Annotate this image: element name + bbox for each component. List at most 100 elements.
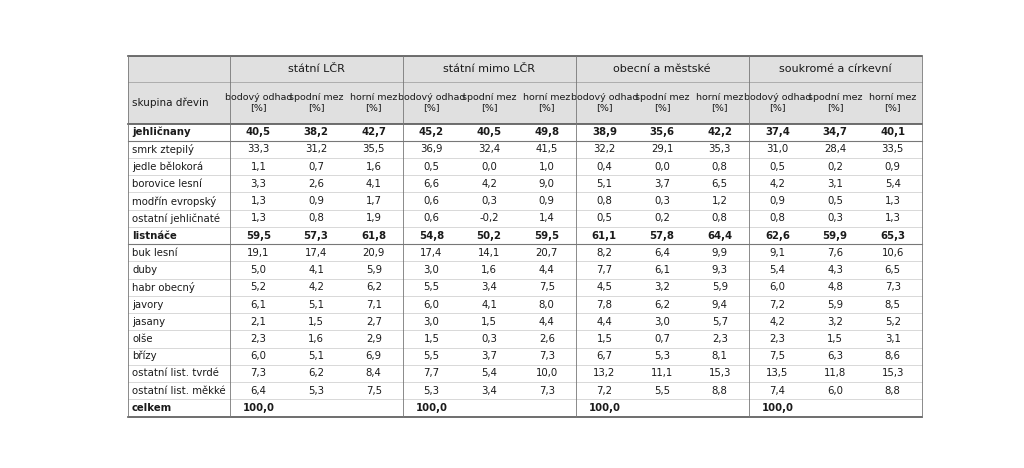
Bar: [460, 124, 518, 141]
Bar: [749, 365, 806, 382]
Text: 5,5: 5,5: [423, 351, 439, 361]
Bar: [345, 313, 402, 330]
Text: 0,0: 0,0: [481, 161, 497, 172]
Text: 1,5: 1,5: [423, 334, 439, 344]
Text: 8,0: 8,0: [539, 300, 555, 309]
Bar: [575, 296, 633, 313]
Text: 6,1: 6,1: [251, 300, 266, 309]
Bar: [864, 330, 922, 348]
Bar: [749, 262, 806, 278]
Bar: [229, 382, 288, 399]
Text: bodový odhad
[%]: bodový odhad [%]: [224, 93, 292, 112]
Text: 100,0: 100,0: [589, 403, 621, 413]
Text: horní mez
[%]: horní mez [%]: [869, 93, 916, 112]
Text: břízy: břízy: [132, 351, 157, 361]
Bar: [806, 210, 864, 227]
Text: 40,5: 40,5: [476, 127, 502, 137]
Text: 5,3: 5,3: [308, 386, 324, 395]
Bar: [128, 262, 229, 278]
Text: 4,1: 4,1: [308, 265, 324, 275]
Bar: [288, 365, 345, 382]
Bar: [864, 192, 922, 210]
Bar: [633, 296, 691, 313]
Bar: [864, 278, 922, 296]
Text: 35,5: 35,5: [362, 145, 385, 154]
Text: 0,0: 0,0: [654, 161, 670, 172]
Bar: [345, 175, 402, 192]
Text: 35,6: 35,6: [649, 127, 675, 137]
Bar: [460, 382, 518, 399]
Bar: [229, 313, 288, 330]
Text: 2,3: 2,3: [712, 334, 728, 344]
Text: 5,1: 5,1: [596, 179, 612, 189]
Text: 5,1: 5,1: [308, 351, 324, 361]
Bar: [345, 399, 402, 417]
Bar: [518, 313, 575, 330]
Text: 7,5: 7,5: [366, 386, 382, 395]
Text: 40,5: 40,5: [246, 127, 271, 137]
Bar: [402, 244, 460, 262]
Bar: [749, 296, 806, 313]
Text: 49,8: 49,8: [535, 127, 559, 137]
Text: 2,3: 2,3: [769, 334, 785, 344]
Text: 10,6: 10,6: [882, 248, 904, 258]
Bar: [402, 175, 460, 192]
Bar: [633, 227, 691, 244]
Bar: [518, 82, 575, 124]
Bar: [864, 262, 922, 278]
Bar: [460, 348, 518, 365]
Bar: [749, 330, 806, 348]
Text: 5,5: 5,5: [423, 282, 439, 292]
Text: 0,3: 0,3: [654, 196, 670, 206]
Bar: [460, 210, 518, 227]
Text: 6,5: 6,5: [885, 265, 901, 275]
Bar: [806, 348, 864, 365]
Text: 0,2: 0,2: [654, 213, 670, 223]
Bar: [518, 227, 575, 244]
Text: 19,1: 19,1: [247, 248, 269, 258]
Text: 1,2: 1,2: [712, 196, 728, 206]
Text: skupina dřevin: skupina dřevin: [132, 97, 209, 108]
Text: 100,0: 100,0: [762, 403, 794, 413]
Bar: [691, 399, 749, 417]
Bar: [518, 348, 575, 365]
Bar: [864, 382, 922, 399]
Text: 6,7: 6,7: [596, 351, 612, 361]
Text: duby: duby: [132, 265, 158, 275]
Text: 9,4: 9,4: [712, 300, 728, 309]
Text: 62,6: 62,6: [765, 231, 790, 241]
Text: 59,9: 59,9: [822, 231, 848, 241]
Text: 2,9: 2,9: [366, 334, 382, 344]
Bar: [575, 158, 633, 175]
Text: 9,3: 9,3: [712, 265, 728, 275]
Text: 4,1: 4,1: [366, 179, 382, 189]
Text: 4,2: 4,2: [481, 179, 497, 189]
Bar: [402, 210, 460, 227]
Text: 9,1: 9,1: [769, 248, 785, 258]
Text: 61,8: 61,8: [361, 231, 386, 241]
Bar: [691, 244, 749, 262]
Text: 7,3: 7,3: [251, 368, 266, 379]
Text: 35,3: 35,3: [709, 145, 731, 154]
Bar: [128, 56, 229, 124]
Bar: [806, 175, 864, 192]
Text: 57,8: 57,8: [649, 231, 675, 241]
Text: 8,4: 8,4: [366, 368, 382, 379]
Text: 1,9: 1,9: [366, 213, 382, 223]
Bar: [806, 278, 864, 296]
Text: 5,2: 5,2: [885, 317, 901, 327]
Text: 3,0: 3,0: [424, 265, 439, 275]
Bar: [575, 365, 633, 382]
Text: 0,8: 0,8: [769, 213, 785, 223]
Bar: [229, 210, 288, 227]
Text: jedle bělokorá: jedle bělokorá: [132, 161, 203, 172]
Bar: [864, 313, 922, 330]
Text: borovice lesní: borovice lesní: [132, 179, 202, 189]
Text: 0,5: 0,5: [423, 161, 439, 172]
Text: bodový odhad
[%]: bodový odhad [%]: [743, 93, 811, 112]
Text: 3,0: 3,0: [424, 317, 439, 327]
Text: 61,1: 61,1: [592, 231, 617, 241]
Bar: [345, 82, 402, 124]
Text: 0,5: 0,5: [769, 161, 785, 172]
Text: 5,2: 5,2: [251, 282, 266, 292]
